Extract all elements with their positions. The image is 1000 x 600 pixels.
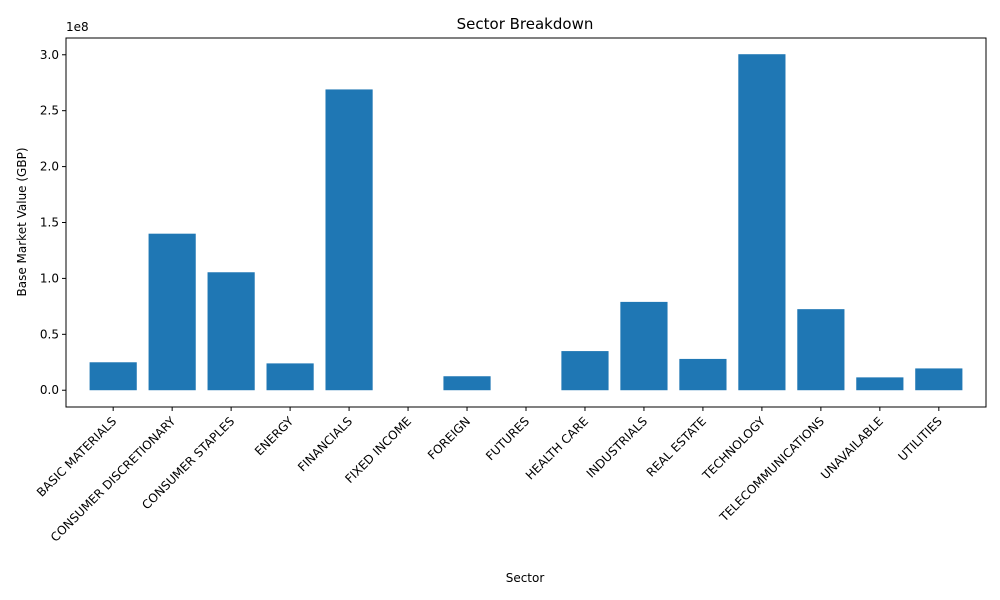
y-tick-label: 2.0 — [40, 160, 59, 174]
bars-group — [89, 54, 963, 391]
bar-telecommunications — [797, 309, 845, 391]
y-axis: 0.0 0.5 1.0 1.5 2.0 2.5 3.0 — [40, 48, 66, 397]
bar-foreign — [443, 376, 491, 391]
bar-utilities — [915, 368, 963, 391]
y-tick-label: 1.5 — [40, 216, 59, 230]
x-tick-label: REAL ESTATE — [644, 414, 709, 479]
y-tick-label: 3.0 — [40, 48, 59, 62]
x-tick-label: INDUSTRIALS — [584, 414, 650, 480]
x-tick-label: TELECOMMUNICATIONS — [716, 414, 827, 525]
bar-real-estate — [679, 358, 727, 391]
bar-consumer-discretionary — [148, 233, 196, 391]
x-axis-label: Sector — [506, 571, 545, 585]
x-tick-label: ENERGY — [252, 414, 297, 459]
x-tick-label: UNAVAILABLE — [818, 414, 886, 482]
bar-technology — [738, 54, 786, 391]
bar-energy — [266, 363, 314, 391]
bar-financials — [325, 89, 373, 391]
bar-industrials — [620, 301, 668, 391]
y-axis-multiplier: 1e8 — [66, 20, 89, 34]
y-tick-label: 0.0 — [40, 383, 59, 397]
x-tick-label: UTILITIES — [895, 414, 944, 463]
x-tick-label: FOREIGN — [425, 414, 473, 462]
y-tick-label: 0.5 — [40, 327, 59, 341]
x-tick-label: FUTURES — [483, 414, 532, 463]
y-tick-label: 1.0 — [40, 271, 59, 285]
bar-unavailable — [856, 377, 904, 391]
x-tick-label: FINANCIALS — [295, 414, 355, 474]
bar-consumer-staples — [207, 272, 255, 391]
y-tick-label: 2.5 — [40, 104, 59, 118]
chart-title: Sector Breakdown — [457, 15, 594, 33]
bar-basic-materials — [89, 362, 137, 391]
plot-frame — [65, 37, 987, 408]
x-tick-label: HEALTH CARE — [523, 414, 591, 482]
x-tick-label: CONSUMER DISCRETIONARY — [48, 414, 179, 545]
bar-health-care — [561, 351, 609, 391]
y-axis-label: Base Market Value (GBP) — [15, 148, 29, 297]
